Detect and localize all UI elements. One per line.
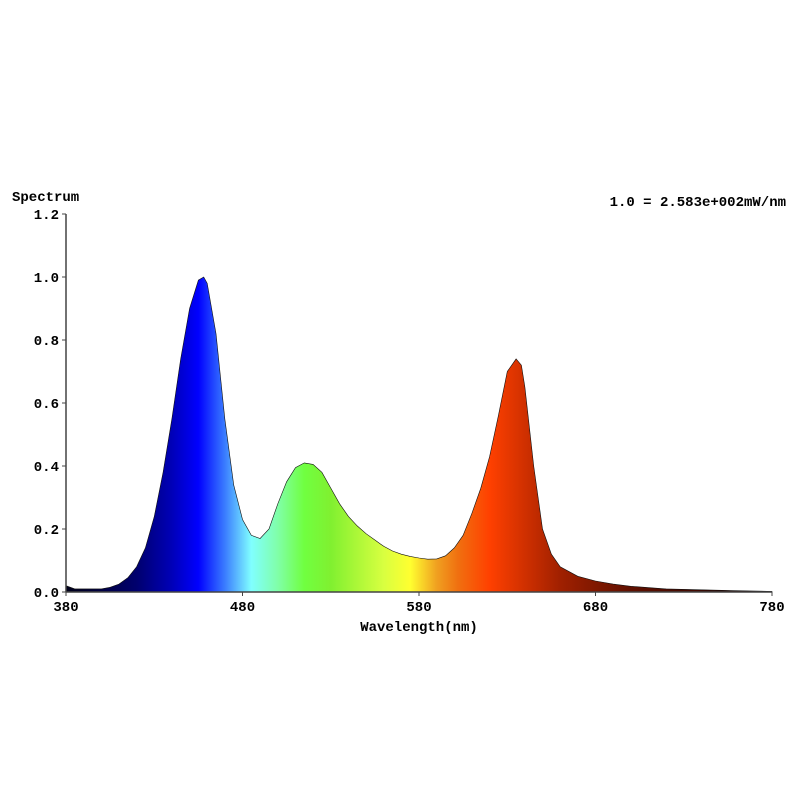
x-tick-label: 380 — [53, 600, 78, 616]
x-tick-label: 480 — [230, 600, 255, 616]
y-tick-label: 0.6 — [34, 397, 59, 413]
y-tick-label: 0.2 — [34, 523, 59, 539]
y-axis-label: Spectrum — [12, 190, 79, 206]
y-tick-label: 1.2 — [34, 208, 59, 224]
spectrum-area — [66, 277, 772, 592]
x-axis-label: Wavelength(nm) — [360, 620, 478, 636]
y-tick-label: 0.4 — [34, 460, 59, 476]
x-tick-label: 680 — [583, 600, 608, 616]
y-tick-label: 1.0 — [34, 271, 59, 287]
spectrum-outline — [65, 276, 773, 592]
y-tick-label: 0.8 — [34, 334, 59, 350]
x-tick-label: 780 — [759, 600, 784, 616]
scale-annotation: 1.0 = 2.583e+002mW/nm — [610, 195, 786, 211]
y-tick-label: 0.0 — [34, 586, 59, 602]
x-tick-label: 580 — [406, 600, 431, 616]
